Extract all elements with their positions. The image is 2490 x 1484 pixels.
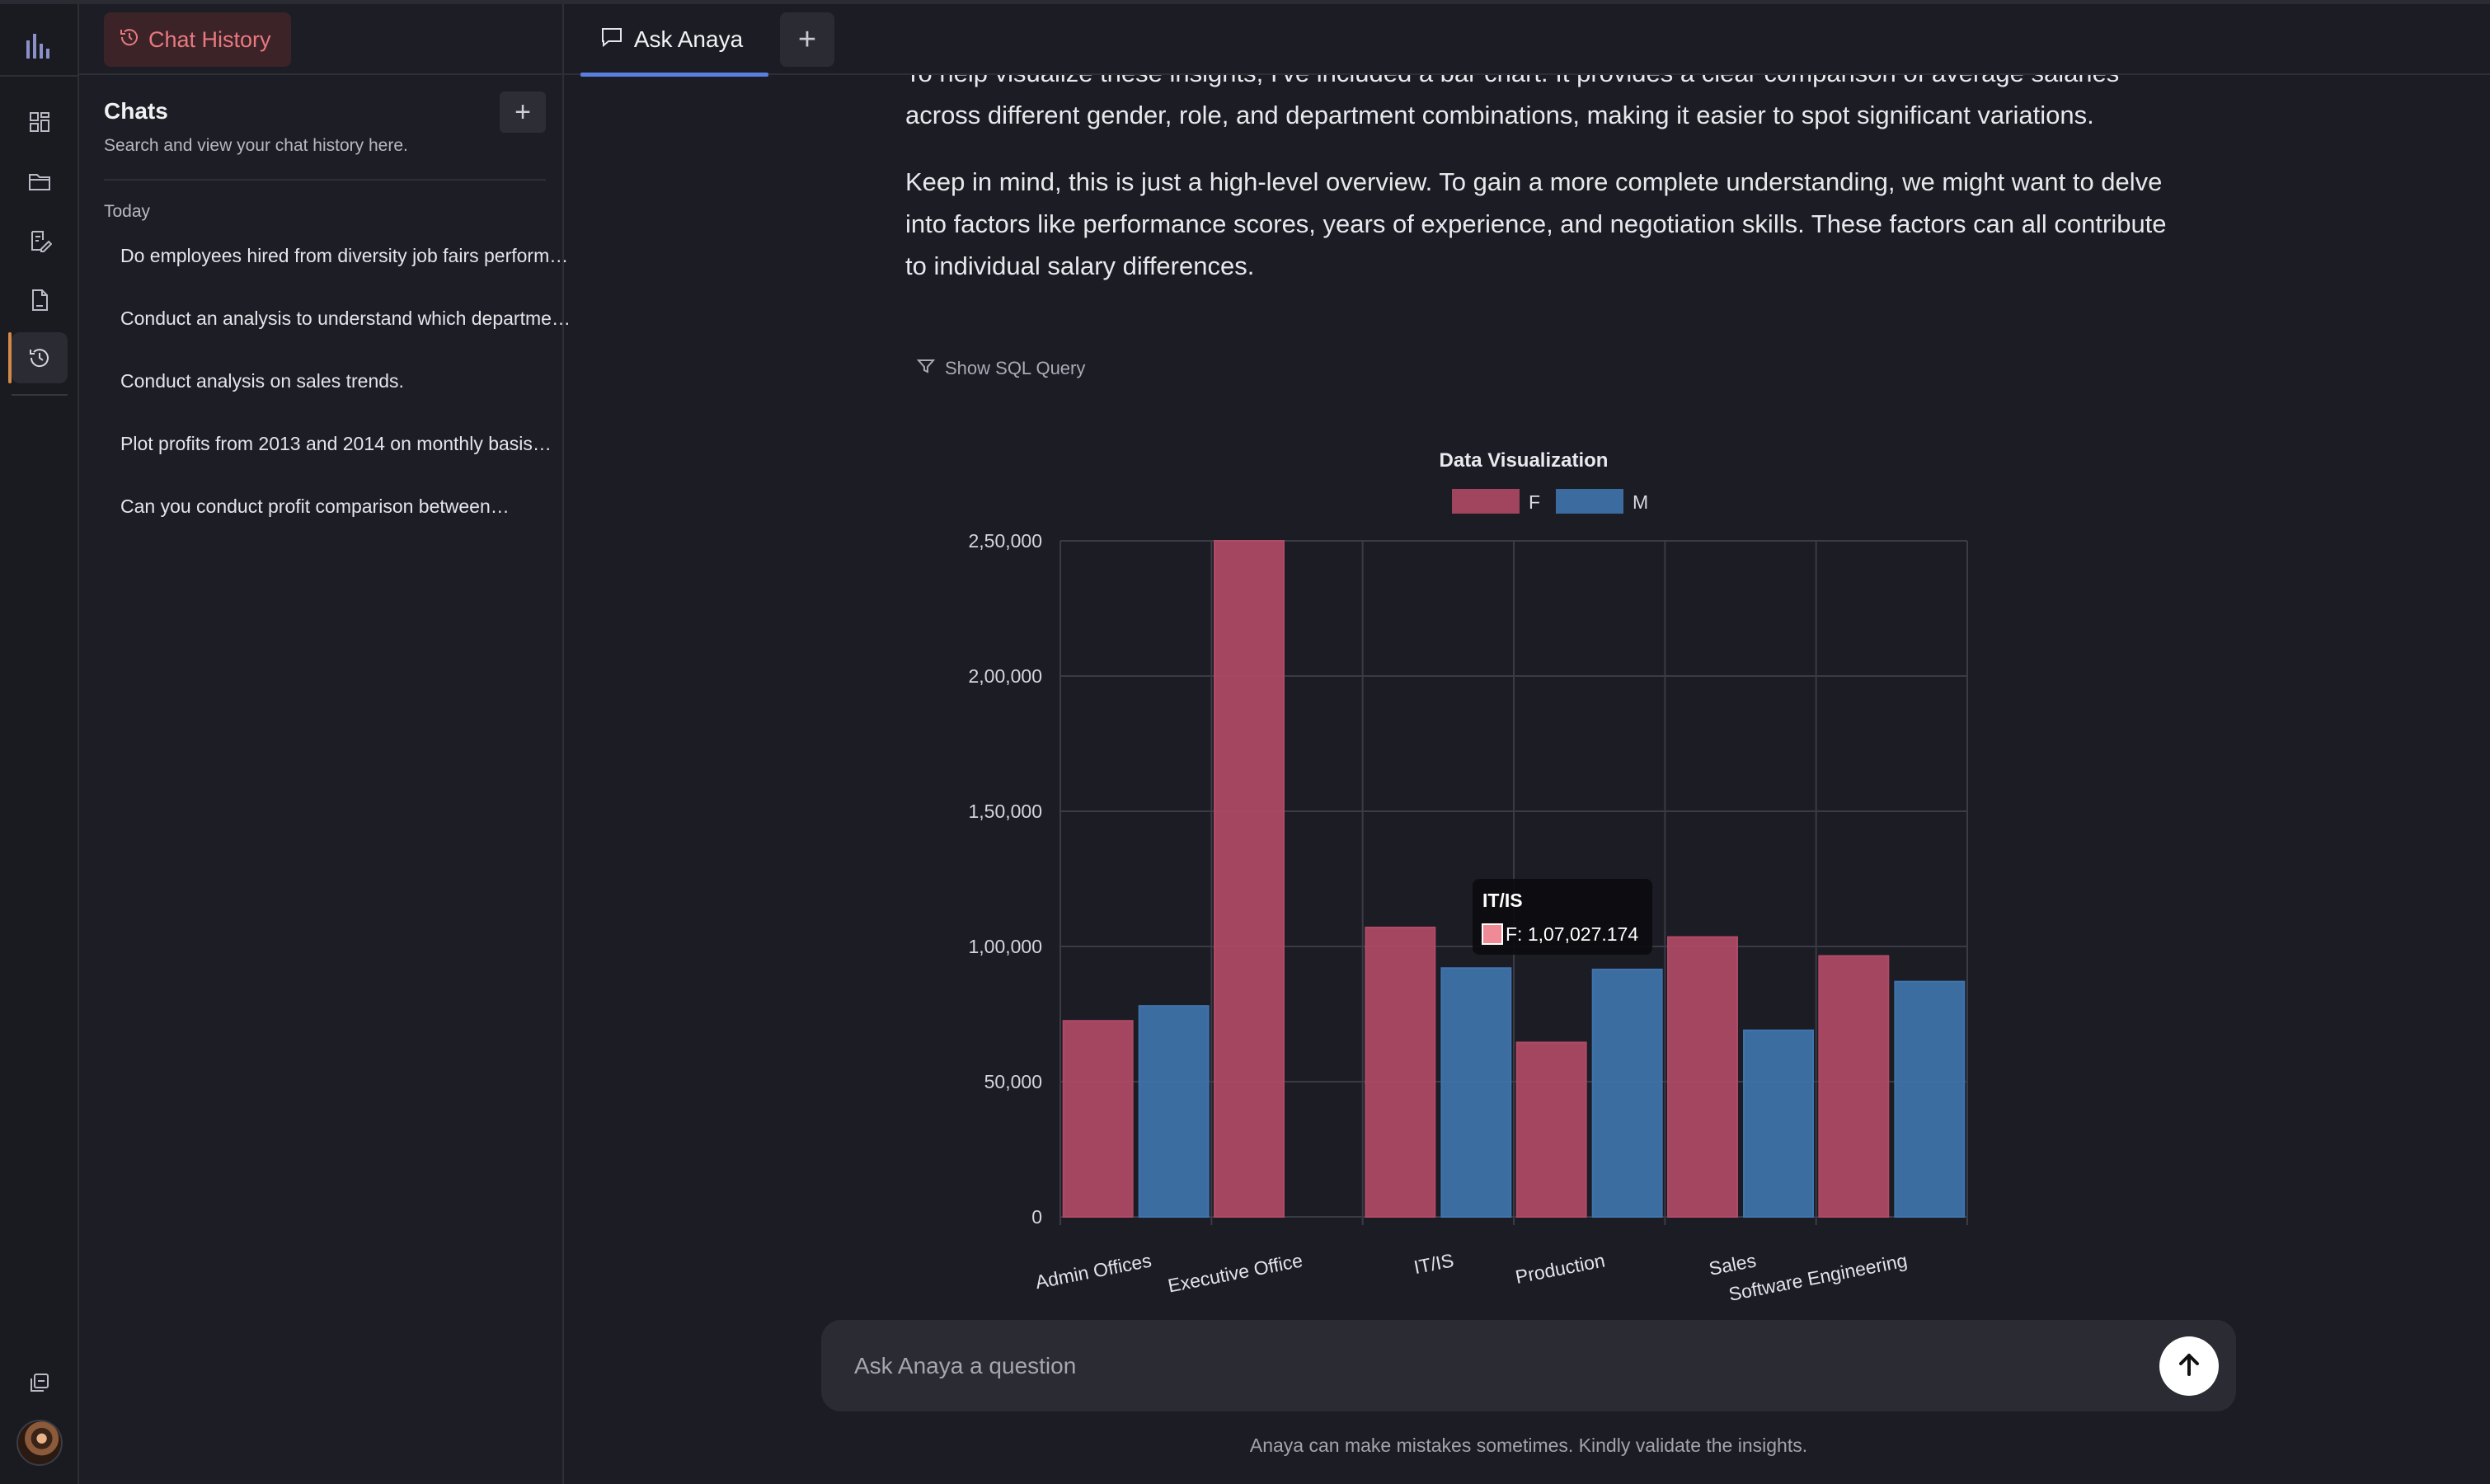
sidebar-divider (104, 179, 546, 181)
x-tick-label: Executive Office (1166, 1249, 1304, 1296)
chat-history-item[interactable]: Plot profits from 2013 and 2014 on month… (120, 433, 552, 454)
rail-divider (12, 394, 68, 396)
sidebar-title: Chats (104, 98, 168, 124)
chat-history-item[interactable]: Can you conduct profit comparison betwee… (120, 495, 510, 517)
y-tick-label: 50,000 (984, 1071, 1042, 1092)
bar-chart: Data Visualization F M 0 50,000 1,00,000 1,50,… (968, 449, 1968, 1305)
history-icon (119, 26, 140, 54)
plus-icon: + (514, 96, 531, 128)
bar-f-0 (1062, 1020, 1134, 1219)
legend-swatch-f (1452, 489, 1520, 514)
sidebar-subtitle: Search and view your chat history here. (104, 136, 408, 155)
x-tick-label: IT/IS (1412, 1249, 1456, 1278)
question-composer (821, 1320, 2236, 1411)
bar-f-3 (1515, 1041, 1587, 1218)
bar-f-2 (1365, 926, 1436, 1218)
y-tick-label: 1,50,000 (968, 801, 1042, 822)
y-tick-label: 0 (1031, 1206, 1042, 1228)
tab-ask-anaya[interactable]: Ask Anaya (574, 4, 768, 77)
legend-swatch-m (1556, 489, 1623, 514)
send-button[interactable] (2159, 1336, 2219, 1396)
y-tick-label: 1,00,000 (968, 936, 1042, 957)
folder-icon[interactable] (12, 156, 68, 207)
history-icon[interactable] (8, 332, 68, 383)
x-tick-label: Admin Offices (1034, 1249, 1153, 1293)
avatar[interactable] (16, 1420, 63, 1466)
x-tick-label: Sales (1708, 1249, 1758, 1280)
show-sql-query-label: Show SQL Query (945, 358, 1086, 378)
new-chat-button[interactable]: + (500, 92, 546, 133)
bar-m-2 (1440, 967, 1512, 1218)
filter-icon (916, 357, 936, 380)
chat-history-item[interactable]: Do employees hired from diversity job fa… (120, 245, 571, 266)
arrow-up-icon (2173, 1349, 2205, 1384)
bar-m-3 (1591, 968, 1663, 1218)
new-tab-button[interactable]: + (780, 12, 834, 67)
question-input[interactable] (854, 1320, 2124, 1411)
chat-history-item[interactable]: Conduct an analysis to understand which … (120, 308, 571, 329)
chart-title: Data Visualization (1440, 449, 1609, 472)
y-tick-label: 2,00,000 (968, 665, 1042, 687)
dashboard-icon[interactable] (12, 96, 68, 148)
plus-icon: + (797, 21, 817, 57)
bar-m-5 (1894, 980, 1966, 1218)
sidebar-header: Chat History (79, 4, 564, 75)
tooltip-value: F: 1,07,027.174 (1506, 923, 1638, 945)
section-label-today: Today (104, 202, 151, 221)
chat-history-button[interactable]: Chat History (104, 12, 291, 67)
chat-history-sidebar: Chat History Chats Search and view your … (79, 4, 571, 1484)
tab-label: Ask Anaya (633, 26, 744, 52)
chat-bubble-icon (599, 25, 624, 55)
tooltip-swatch (1482, 923, 1503, 945)
show-sql-query-toggle[interactable]: Show SQL Query (916, 357, 1086, 380)
analytics-logo-icon[interactable] (21, 27, 58, 63)
chart-tooltip (1473, 879, 1652, 955)
bar-f-1 (1214, 540, 1285, 1218)
edit-document-icon[interactable] (12, 215, 68, 266)
document-icon[interactable] (12, 275, 68, 326)
bar-m-0 (1138, 1005, 1210, 1218)
legend-label-m: M (1633, 491, 1648, 513)
tooltip-title: IT/IS (1482, 890, 1523, 911)
bar-f-4 (1667, 936, 1738, 1219)
assistant-message-paragraph: To help visualize these insights, I've i… (905, 75, 2119, 129)
window-top-edge (0, 0, 2490, 4)
y-tick-label: 2,50,000 (968, 530, 1042, 552)
legend-label-f: F (1529, 491, 1540, 513)
copy-icon[interactable] (12, 1357, 68, 1408)
chat-history-label: Chat History (148, 26, 271, 52)
icon-rail (0, 4, 79, 1484)
chat-history-item[interactable]: Conduct analysis on sales trends. (120, 370, 404, 392)
bar-m-4 (1743, 1029, 1814, 1218)
chat-content: To help visualize these insights, I've i… (566, 75, 2490, 1484)
bar-f-5 (1818, 955, 1890, 1218)
rail-divider (0, 75, 79, 77)
assistant-message-paragraph: Keep in mind, this is just a high-level … (905, 167, 2167, 280)
tab-bar: Ask Anaya + (564, 4, 2490, 77)
disclaimer-text: Anaya can make mistakes sometimes. Kindl… (1249, 1435, 1808, 1456)
x-tick-label: Production (1514, 1249, 1607, 1288)
